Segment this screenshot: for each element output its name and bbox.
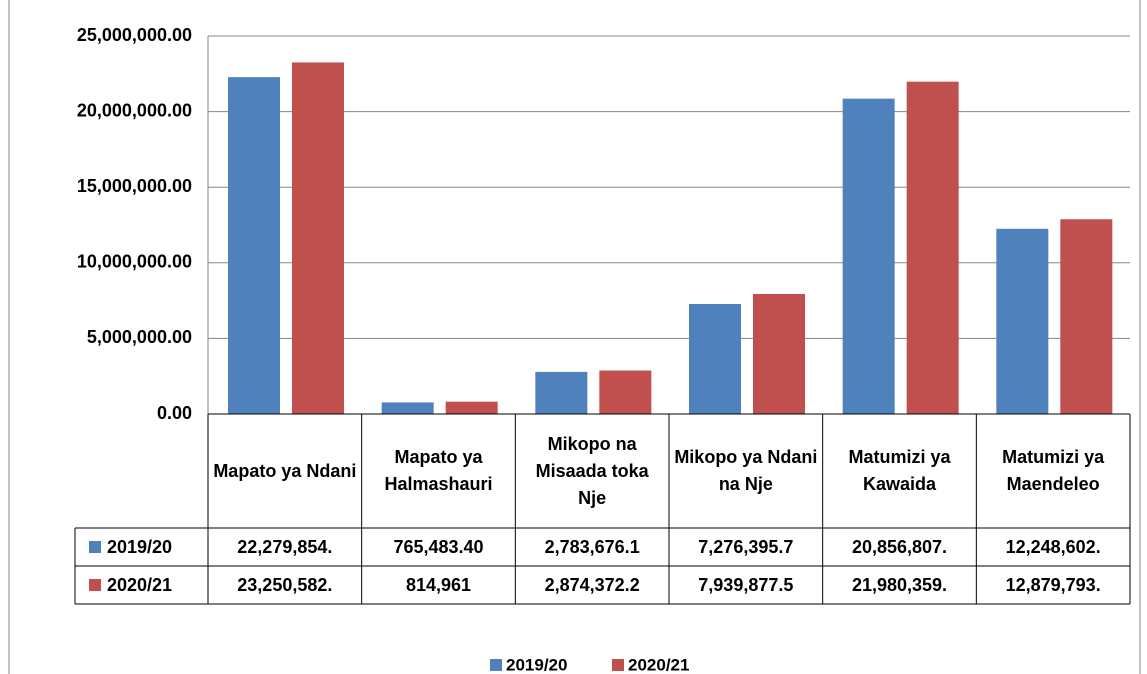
table-row-header: 2020/21	[107, 575, 172, 595]
category-label: Mapato ya Ndani	[213, 460, 357, 481]
table-value: 20,856,807.	[851, 536, 948, 557]
bar	[599, 370, 652, 414]
table-value: 765,483.40	[393, 536, 484, 557]
table-value: 2,874,372.2	[544, 574, 640, 595]
bar	[1060, 219, 1113, 414]
bar	[292, 62, 344, 414]
table-value: 12,879,793.	[1005, 574, 1101, 595]
table-value: 21,980,359.	[851, 574, 948, 595]
y-tick-label: 0.00	[157, 403, 192, 423]
table-value: 7,276,395.7	[698, 536, 794, 557]
table-value: 22,279,854.	[237, 536, 333, 557]
bar	[228, 77, 280, 415]
category-label: Mikopo ya Ndani na Nje	[674, 447, 818, 494]
bar	[906, 81, 959, 414]
table-value: 12,248,602.	[1005, 536, 1101, 557]
category-label: Matumizi ya Kawaida	[848, 447, 951, 494]
category-label: Matumizi ya Maendeleo	[1002, 447, 1105, 494]
y-tick-label: 5,000,000.00	[87, 327, 192, 347]
bar	[535, 371, 588, 414]
table-row-header: 2019/20	[107, 537, 172, 557]
bar	[842, 98, 895, 414]
legend-key	[490, 659, 502, 671]
bar	[445, 401, 498, 414]
category-label: Mapato ya Halmashauri	[384, 447, 493, 494]
y-tick-label: 25,000,000.00	[77, 25, 192, 45]
table-value: 7,939,877.5	[698, 574, 794, 595]
table-legend-key	[89, 579, 101, 591]
table-legend-key	[89, 541, 101, 553]
legend-key	[612, 659, 624, 671]
bar	[753, 293, 805, 414]
category-label: Mikopo na Misaada toka Nje	[535, 433, 649, 508]
table-value: 2,783,676.1	[544, 536, 640, 557]
y-tick-label: 20,000,000.00	[77, 100, 192, 120]
table-value: 814,961	[405, 574, 472, 595]
chart-frame	[8, 0, 1141, 674]
legend-label: 2019/20	[506, 655, 567, 674]
y-tick-label: 15,000,000.00	[77, 176, 192, 196]
bar	[381, 402, 434, 414]
legend-label: 2020/21	[628, 655, 689, 674]
bar	[996, 228, 1049, 414]
y-tick-label: 10,000,000.00	[77, 252, 192, 272]
table-value: 23,250,582.	[237, 574, 333, 595]
bar	[689, 303, 741, 414]
